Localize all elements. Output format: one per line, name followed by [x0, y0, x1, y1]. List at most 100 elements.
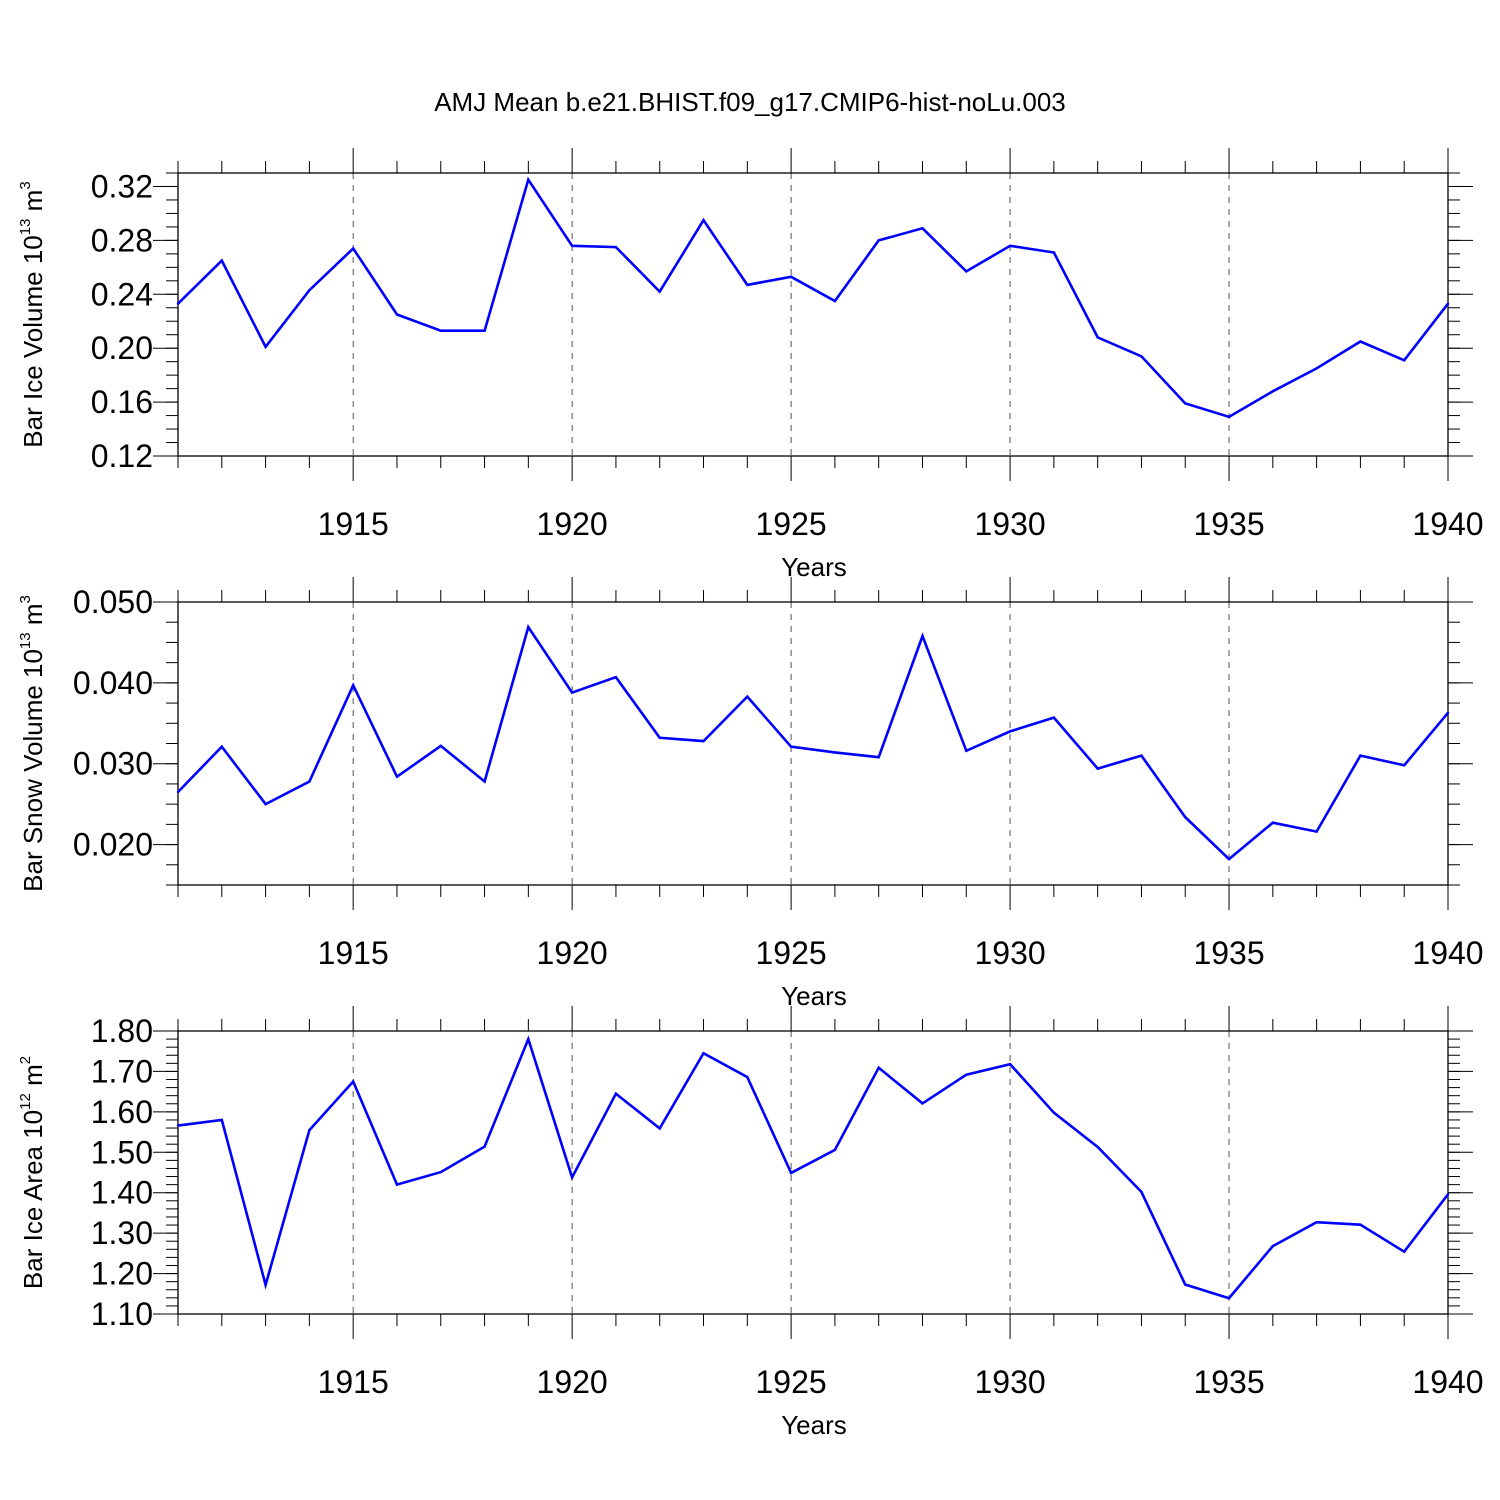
data-point — [1008, 730, 1012, 733]
x-tick-label: 1915 — [318, 935, 389, 971]
data-point — [176, 790, 180, 794]
data-point — [1446, 711, 1450, 714]
data-point — [1140, 355, 1143, 358]
data-point — [220, 1118, 223, 1122]
data-point — [1140, 1190, 1143, 1194]
data-point — [1315, 830, 1318, 833]
data-point — [965, 270, 968, 273]
data-point — [176, 1124, 180, 1127]
x-axis-title: Years — [781, 552, 847, 582]
data-point — [833, 1148, 837, 1152]
data-point — [658, 1127, 661, 1130]
data-point — [1271, 821, 1275, 824]
x-tick-label: 1930 — [974, 506, 1045, 542]
data-point — [395, 1183, 399, 1186]
y-axis-title-exponent: 13 — [17, 632, 34, 649]
x-tick-label: 1935 — [1193, 506, 1264, 542]
y-tick-label: 0.24 — [91, 276, 153, 312]
y-tick-label: 1.80 — [91, 1013, 153, 1049]
data-point — [833, 299, 837, 303]
data-point — [1446, 302, 1450, 305]
data-point — [702, 218, 705, 222]
data-point — [570, 244, 574, 247]
data-point — [1446, 1193, 1450, 1196]
data-point — [1359, 1223, 1362, 1226]
data-point — [439, 744, 442, 748]
data-point — [527, 178, 530, 181]
data-point — [351, 1080, 355, 1083]
y-axis-title-unit: m — [18, 190, 48, 219]
y-axis-title-exponent: 13 — [17, 219, 34, 236]
y-tick-label: 1.20 — [91, 1256, 153, 1292]
x-axis-title: Years — [781, 981, 847, 1011]
y-tick-label: 1.50 — [91, 1134, 153, 1170]
x-tick-label: 1925 — [756, 506, 827, 542]
data-point — [1403, 359, 1406, 362]
data-point — [308, 289, 311, 292]
x-tick-label: 1935 — [1193, 1364, 1264, 1400]
x-tick-label: 1920 — [537, 935, 608, 971]
data-point — [527, 625, 530, 629]
y-tick-label: 1.60 — [91, 1094, 153, 1130]
data-point — [264, 802, 267, 806]
data-point — [614, 675, 618, 679]
y-tick-label: 0.040 — [73, 665, 153, 701]
y-tick-label: 0.020 — [73, 827, 153, 863]
x-tick-label: 1930 — [974, 935, 1045, 971]
data-point — [1140, 754, 1143, 757]
data-point — [1271, 1244, 1275, 1248]
data-point — [1096, 336, 1099, 339]
data-point — [1403, 764, 1406, 767]
data-point — [308, 1128, 311, 1132]
x-tick-label: 1925 — [756, 935, 827, 971]
data-point — [1359, 754, 1362, 757]
data-point — [965, 1073, 968, 1076]
data-point — [614, 245, 618, 249]
data-point — [439, 329, 442, 332]
y-tick-label: 1.40 — [91, 1175, 153, 1211]
y-tick-label: 1.10 — [91, 1296, 153, 1332]
data-point — [746, 1075, 749, 1079]
data-point — [570, 691, 574, 694]
figure-title: AMJ Mean b.e21.BHIST.f09_g17.CMIP6-hist-… — [434, 87, 1066, 117]
data-point — [308, 780, 311, 783]
y-axis-title-text: Bar Ice Area 10 — [18, 1110, 48, 1289]
data-point — [1227, 857, 1231, 861]
data-point — [1315, 1221, 1318, 1224]
panel-3: 1915 1920 1925 1930 1935 1940 1.10 1.20 1.30 1.40… — [17, 1006, 1484, 1440]
y-axis-title-exponent: 12 — [17, 1093, 34, 1110]
data-point — [1096, 1145, 1099, 1149]
data-point — [921, 1102, 924, 1105]
data-point — [483, 1145, 486, 1148]
data-point — [1359, 340, 1362, 343]
y-tick-label: 0.050 — [73, 584, 153, 620]
y-tick-label: 0.16 — [91, 384, 153, 420]
data-point — [395, 775, 399, 778]
panel-1: 1915 1920 1925 1930 1935 1940 0.12 0.16 0.20 0.24… — [17, 148, 1484, 582]
data-point — [1227, 1297, 1231, 1300]
plot-frame — [177, 1030, 1449, 1315]
data-point — [1052, 1111, 1056, 1114]
data-point — [264, 345, 267, 349]
x-tick-label: 1915 — [318, 1364, 389, 1400]
data-point — [1403, 1250, 1406, 1253]
data-point — [658, 736, 661, 740]
data-point — [483, 780, 486, 783]
data-point — [527, 1037, 530, 1041]
y-tick-label: 1.70 — [91, 1053, 153, 1089]
data-line — [177, 624, 1449, 861]
data-point — [877, 756, 880, 759]
x-axis-title: Years — [781, 1410, 847, 1440]
data-point — [1008, 1062, 1012, 1066]
plot-frame — [177, 172, 1449, 457]
y-axis-title-text: Bar Snow Volume 10 — [18, 649, 48, 892]
data-point — [746, 695, 749, 698]
y-axis-title-unit-exponent: 3 — [17, 595, 34, 603]
data-point — [789, 745, 793, 748]
data-point — [789, 275, 793, 278]
data-point — [658, 290, 661, 293]
data-point — [176, 302, 180, 305]
data-point — [877, 1066, 880, 1069]
panel-2: 1915 1920 1925 1930 1935 1940 0.020 0.030 0.040 0… — [17, 577, 1484, 1011]
